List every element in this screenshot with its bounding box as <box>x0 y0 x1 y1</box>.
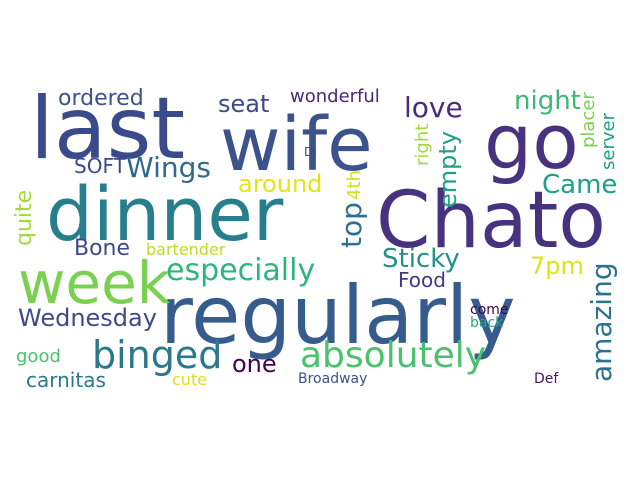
word-wings: Wings <box>126 151 211 184</box>
word-ordered: ordered <box>58 86 144 111</box>
word-go: go <box>484 97 579 186</box>
word-especially: especially <box>166 253 316 288</box>
word-bartender: bartender <box>146 240 226 259</box>
word-def: Def <box>534 371 559 387</box>
word-wonderful: wonderful <box>290 86 380 107</box>
word-love: love <box>404 91 463 124</box>
word-one: one <box>232 350 277 378</box>
word-binged: binged <box>92 333 223 377</box>
word-back: back <box>470 315 504 331</box>
word-around: around <box>238 170 323 198</box>
word-wednesday: Wednesday <box>18 304 157 332</box>
word-dj: DJ <box>304 145 317 159</box>
word-broadway: Broadway <box>298 371 368 387</box>
word-4th: 4th <box>344 170 365 200</box>
word-right: right <box>412 123 433 166</box>
word-chato: Chato <box>376 176 607 266</box>
word-sticky: Sticky <box>382 244 460 274</box>
word-good: good <box>16 346 61 367</box>
word-cute: cute <box>172 370 208 389</box>
word-dinner: dinner <box>46 172 284 258</box>
word-empty: empty <box>434 131 462 208</box>
word-quite: quite <box>12 189 37 246</box>
word-come: come <box>470 302 509 318</box>
word-wife: wife <box>220 102 373 188</box>
word-top: top <box>335 202 368 248</box>
word-soft: SOFT <box>74 154 126 178</box>
word-carnitas: carnitas <box>26 368 106 392</box>
word-week: week <box>18 249 171 317</box>
word-seat: seat <box>218 90 270 118</box>
word-last: last <box>30 79 186 179</box>
word-night: night <box>514 86 581 116</box>
word-7pm: 7pm <box>530 252 584 280</box>
word-placer: placer <box>578 92 599 148</box>
word-regularly: regularly <box>160 269 516 362</box>
word-absolutely: absolutely <box>300 335 487 376</box>
word-bone: Bone <box>74 236 131 261</box>
word-server: server <box>598 113 619 170</box>
word-amazing: amazing <box>585 262 618 382</box>
word-food: Food <box>398 268 446 292</box>
word-came: Came <box>542 170 618 200</box>
